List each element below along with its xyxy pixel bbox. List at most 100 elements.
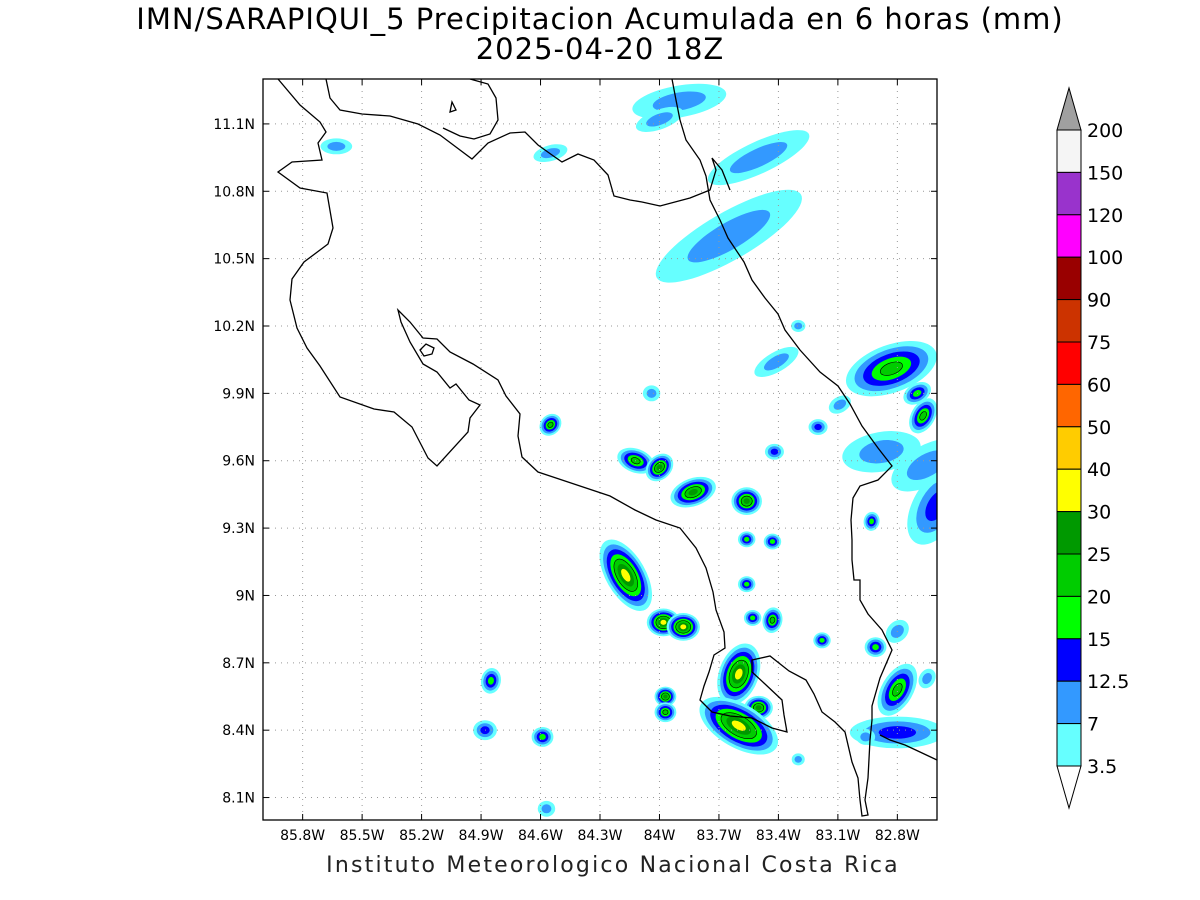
rain-contour: [750, 615, 756, 621]
coastline-panama: [879, 734, 937, 761]
lon-tick-label: 84W: [644, 828, 676, 844]
rain-contour: [734, 668, 743, 680]
lon-tick-label: 84.6W: [518, 828, 563, 844]
rain-cell: [737, 576, 756, 593]
rain-cell: [828, 395, 851, 414]
rain-cell: [863, 511, 880, 531]
rain-contour: [680, 624, 687, 630]
rain-cell: [909, 398, 937, 434]
rain-contour: [646, 112, 673, 127]
colorbar-swatch: [1056, 680, 1082, 725]
rain-cell: [891, 438, 937, 492]
rain-cell: [877, 663, 918, 716]
rain-cell: [320, 138, 353, 155]
rain-cell: [670, 476, 716, 508]
rain-cell: [743, 609, 762, 626]
rain-contour: [763, 353, 789, 371]
rain-contour: [688, 488, 698, 496]
rain-cell: [791, 753, 805, 766]
colorbar-swatch: [1056, 299, 1082, 343]
rain-contour: [743, 498, 750, 505]
rain-cell: [762, 607, 783, 633]
rain-cell: [717, 643, 761, 705]
colorbar-label: 150: [1087, 162, 1123, 184]
rain-contour: [794, 322, 803, 330]
colorbar-label: 90: [1087, 290, 1111, 312]
rain-contour: [656, 464, 663, 471]
lat-tick-label: 9.9N: [222, 386, 255, 402]
rain-cell: [539, 413, 562, 436]
rain-cell: [645, 453, 674, 482]
lon-tick-label: 83.1W: [815, 828, 860, 844]
lat-tick-label: 8.4N: [222, 723, 255, 739]
rain-cell: [731, 487, 762, 516]
island-chira: [419, 343, 435, 357]
rain-contour: [872, 644, 879, 651]
colorbar-swatch: [1056, 468, 1082, 513]
rain-contour: [547, 421, 554, 428]
rain-contour: [646, 388, 657, 398]
lat-tick-label: 10.8N: [213, 184, 255, 200]
rain-cell: [666, 613, 700, 641]
rain-cell: [791, 320, 806, 332]
colorbar-swatch: [1056, 171, 1082, 216]
colorbar-label: 20: [1087, 586, 1111, 608]
lat-tick-label: 9.3N: [222, 521, 255, 537]
rain-contour: [662, 709, 669, 715]
rain-contour: [755, 705, 762, 711]
colorbar-swatch: [1056, 129, 1082, 173]
colorbar-label: 3.5: [1087, 756, 1117, 778]
lon-tick-label: 83.7W: [696, 828, 741, 844]
rain-cell: [707, 130, 810, 186]
precipitation-layer: [320, 83, 937, 817]
rain-cell: [537, 800, 556, 817]
rain-cell: [763, 533, 782, 550]
colorbar-swatch: [1056, 511, 1082, 555]
colorbar-swatch: [1056, 553, 1082, 597]
colorbar-swatch: [1056, 341, 1082, 385]
rain-cell: [642, 385, 661, 402]
colorbar-swatch: [1056, 256, 1082, 301]
rain-contour: [687, 209, 771, 263]
rain-contour: [731, 720, 746, 731]
colorbar-swatch: [1056, 638, 1082, 682]
lake-nicaragua-shore: [442, 79, 499, 140]
lat-tick-label: 10.2N: [213, 319, 255, 335]
colorbar-swatch: [1056, 723, 1082, 767]
rain-cell: [737, 531, 756, 548]
rain-contour: [892, 683, 903, 697]
map-title: IMN/SARAPIQUI_5 Precipitacion Acumulada …: [136, 2, 1064, 36]
lon-tick-label: 85.5W: [340, 828, 385, 844]
lat-tick-label: 11.1N: [213, 117, 255, 133]
lat-tick-label: 9N: [236, 588, 255, 604]
colorbar-label: 12.5: [1087, 671, 1129, 693]
rain-cell: [599, 539, 652, 611]
rain-contour: [878, 726, 917, 739]
rain-cell: [864, 637, 887, 658]
map-frame: [262, 78, 938, 821]
rain-cell: [635, 106, 684, 133]
rain-contour: [539, 733, 546, 740]
rain-contour: [922, 673, 932, 685]
coastline-layer: [276, 79, 937, 817]
rain-cell: [531, 727, 554, 747]
colorbar: 200 150 120 100 90 75 60 50 40 30 25 20 15 12.5 7 3.5: [1056, 86, 1129, 810]
rain-contour: [729, 142, 788, 174]
rain-contour: [879, 361, 903, 376]
rain-contour: [663, 694, 668, 699]
rain-contour: [794, 756, 802, 763]
colorbar-max-arrow: [1056, 86, 1082, 131]
rain-cell: [918, 668, 936, 689]
lon-tick-label: 85.2W: [399, 828, 444, 844]
rain-cell: [754, 346, 799, 378]
lat-tick-label: 8.1N: [222, 791, 255, 807]
rain-contour: [919, 411, 927, 421]
lat-tick-label: 8.7N: [222, 656, 255, 672]
rain-cell: [856, 728, 876, 745]
colorbar-swatch: [1056, 426, 1082, 470]
colorbar-label: 15: [1087, 629, 1111, 651]
rain-contour: [541, 804, 552, 814]
colorbar-min-arrow: [1056, 765, 1082, 810]
lon-tick-label: 84.9W: [459, 828, 504, 844]
colorbar-label: 100: [1087, 247, 1123, 269]
